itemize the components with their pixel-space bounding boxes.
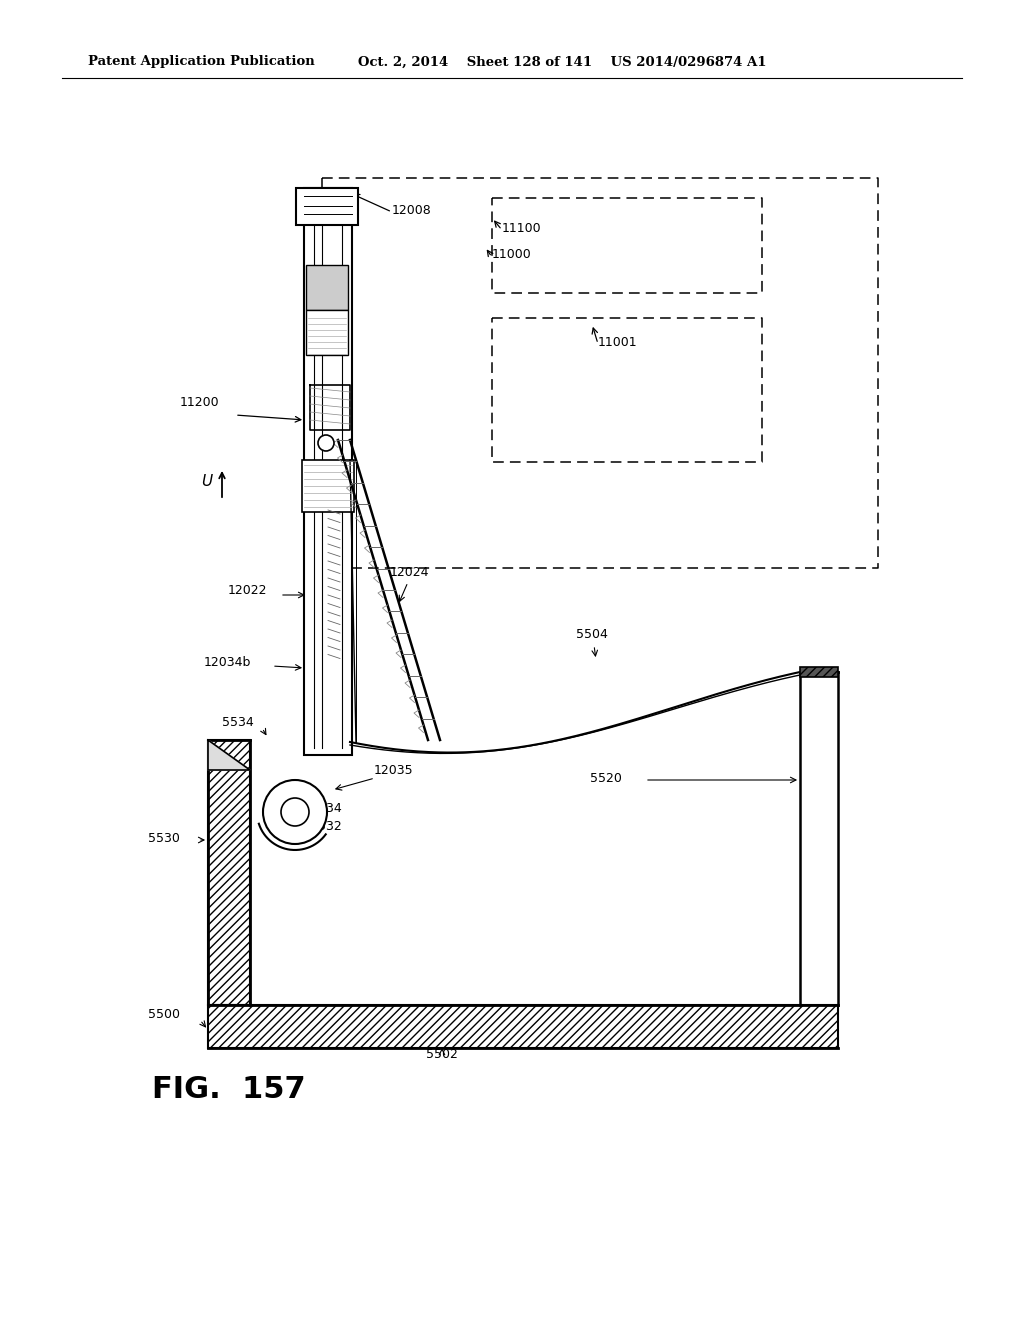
Text: 5504: 5504 bbox=[575, 628, 608, 642]
Text: 5530: 5530 bbox=[148, 832, 180, 845]
Text: 5534: 5534 bbox=[222, 717, 254, 730]
Text: 12022: 12022 bbox=[228, 583, 267, 597]
Text: 12035: 12035 bbox=[374, 763, 414, 776]
Text: 12024: 12024 bbox=[390, 565, 429, 578]
Text: 11100: 11100 bbox=[502, 222, 542, 235]
Text: 5520: 5520 bbox=[590, 771, 622, 784]
Text: U: U bbox=[201, 474, 212, 490]
Circle shape bbox=[318, 436, 334, 451]
Circle shape bbox=[281, 799, 309, 826]
Text: 5534: 5534 bbox=[310, 801, 342, 814]
Text: 12034b: 12034b bbox=[204, 656, 251, 668]
Text: 5502: 5502 bbox=[426, 1048, 458, 1061]
Text: 5532: 5532 bbox=[310, 820, 342, 833]
Bar bbox=[208, 1005, 838, 1048]
Text: 12008: 12008 bbox=[392, 203, 432, 216]
Bar bbox=[304, 187, 352, 755]
Text: 5500: 5500 bbox=[148, 1008, 180, 1022]
Bar bbox=[250, 741, 800, 1005]
Text: 11000: 11000 bbox=[492, 248, 531, 261]
Bar bbox=[306, 310, 348, 355]
Text: Oct. 2, 2014    Sheet 128 of 141    US 2014/0296874 A1: Oct. 2, 2014 Sheet 128 of 141 US 2014/02… bbox=[358, 55, 767, 69]
Circle shape bbox=[263, 780, 327, 843]
Text: 11200: 11200 bbox=[180, 396, 219, 408]
Bar bbox=[208, 741, 250, 1005]
Polygon shape bbox=[208, 741, 250, 770]
Bar bbox=[306, 265, 348, 310]
Bar bbox=[302, 459, 354, 512]
Text: 11001: 11001 bbox=[598, 335, 638, 348]
Bar bbox=[296, 187, 358, 224]
Bar bbox=[800, 667, 838, 677]
Text: Patent Application Publication: Patent Application Publication bbox=[88, 55, 314, 69]
Text: FIG.  157: FIG. 157 bbox=[152, 1076, 305, 1105]
